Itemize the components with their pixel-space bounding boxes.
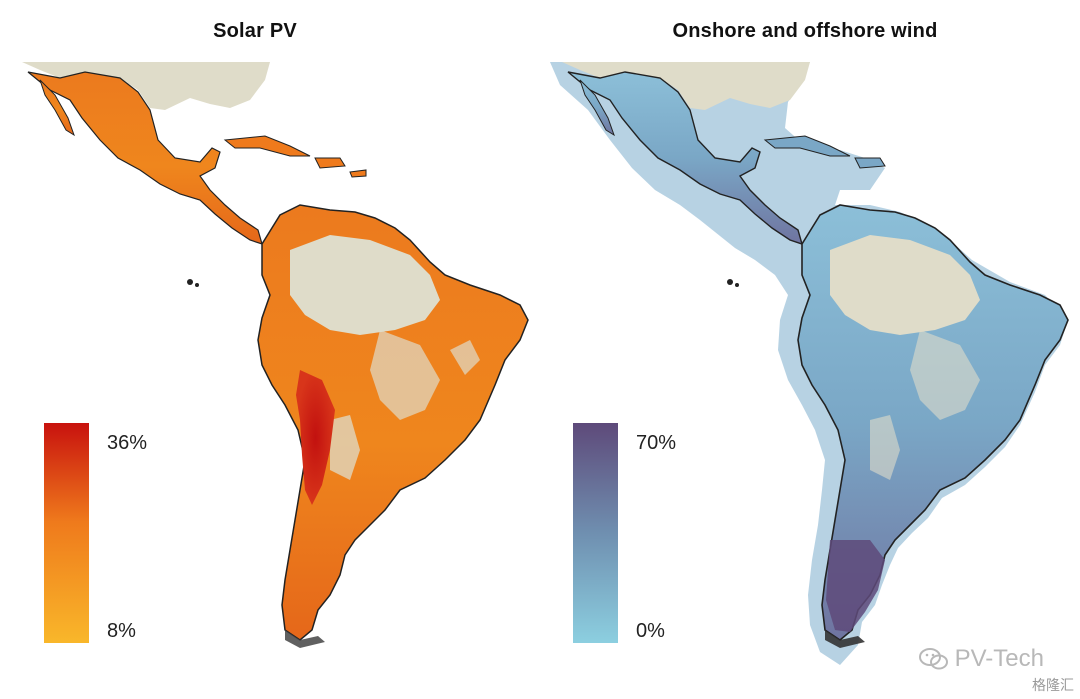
usa-land xyxy=(22,62,270,110)
watermark-secondary: 格隆汇 xyxy=(1032,677,1074,693)
hispaniola-land xyxy=(854,157,886,169)
hispaniola-land xyxy=(314,157,346,169)
cuba-land xyxy=(763,135,851,157)
wind-legend-bar xyxy=(573,423,618,643)
amazon-region xyxy=(290,235,440,335)
solar-title: Solar PV xyxy=(213,20,297,42)
wind-legend-min: 0% xyxy=(636,620,665,642)
wind-title: Onshore and offshore wind xyxy=(672,20,938,42)
cuba-land xyxy=(223,135,311,157)
wind-panel: Onshore and offshore wind 70% 0 xyxy=(540,0,1080,699)
solar-legend-min: 8% xyxy=(107,620,136,642)
wind-map xyxy=(550,62,1069,665)
patagonia-high-zone xyxy=(826,540,885,632)
andes-high-zone xyxy=(296,370,335,505)
watermark-text: PV-Tech xyxy=(954,645,1044,672)
solar-panel: Solar PV xyxy=(22,20,529,648)
baja-land xyxy=(39,79,75,137)
mexico-land xyxy=(27,71,263,245)
usa-land xyxy=(562,62,810,110)
solar-legend-bar xyxy=(44,423,89,643)
watermark: PV-Tech xyxy=(918,645,1044,673)
wind-legend-max: 70% xyxy=(636,432,677,454)
solar-map xyxy=(22,62,529,648)
mexico-land xyxy=(567,71,804,246)
solar-legend-max: 36% xyxy=(107,432,148,454)
wechat-icon xyxy=(918,648,948,670)
